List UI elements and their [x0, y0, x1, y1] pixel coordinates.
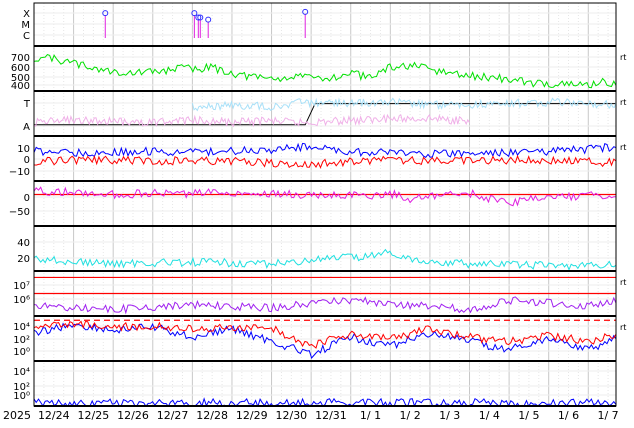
series-line	[191, 97, 616, 112]
x-tick-label: 12/24	[38, 409, 70, 422]
series-line	[34, 54, 616, 89]
series-group	[34, 296, 616, 315]
x-tick-label: 1/ 1	[360, 409, 381, 422]
series-group	[34, 248, 616, 270]
panel-ae-index: 0−50	[9, 180, 617, 227]
series-line	[34, 113, 470, 128]
series-line	[34, 320, 616, 349]
series-group	[34, 142, 616, 169]
y-tick-label: M	[21, 20, 30, 31]
y-tick-label: 10²	[13, 335, 30, 346]
y-tick-label: 10²	[13, 382, 30, 393]
x-tick-label: 1/ 5	[518, 409, 539, 422]
x-axis: 2025 12/24 12/25 12/26 12/27 12/28 12/29 12/30 1…	[3, 409, 619, 422]
flare-marker	[302, 8, 309, 15]
x-tick-label: 12/29	[236, 409, 268, 422]
y-tick-label: 600	[11, 63, 30, 74]
y-tick-label: 10⁰	[13, 391, 30, 402]
x-tick-label: 12/28	[196, 409, 228, 422]
y-tick-label: 10⁴	[13, 322, 30, 333]
x-tick-label: 12/31	[315, 409, 347, 422]
y-tick-label: 10	[17, 144, 30, 155]
flare-marker	[197, 14, 204, 21]
series-line	[34, 142, 616, 158]
y-tick-label: −50	[9, 207, 30, 218]
y-tick-label: 10⁰	[13, 347, 30, 358]
series-line	[34, 296, 616, 315]
y-tick-label: 400	[11, 81, 30, 92]
flare-marker	[205, 16, 212, 23]
y-tick-label: A	[23, 122, 30, 133]
x-tick-label: 12/25	[78, 409, 110, 422]
x-tick-label: 12/30	[275, 409, 307, 422]
panel-flag-label: rt	[620, 98, 626, 107]
flare-marker	[195, 14, 202, 21]
series-group	[34, 320, 616, 359]
y-tick-label: T	[23, 99, 31, 110]
y-tick-label: 0	[24, 155, 30, 166]
x-tick-label: 12/27	[157, 409, 189, 422]
flare-marker	[191, 10, 198, 17]
y-tick-label: 500	[11, 73, 30, 84]
y-tick-label: C	[23, 31, 30, 42]
y-tick-label: 10⁴	[13, 367, 30, 378]
series-group	[34, 186, 616, 207]
year-label: 2025	[3, 409, 31, 422]
x-tick-label: 1/ 7	[597, 409, 618, 422]
panel-flag-label: rt	[620, 53, 626, 62]
series-group	[34, 397, 616, 405]
panel-flag-label: rt	[620, 278, 626, 287]
series-line	[34, 154, 616, 169]
y-tick-label: 700	[11, 53, 30, 64]
series-line	[34, 397, 616, 405]
y-tick-label: 10⁷	[13, 281, 30, 292]
flare-marker	[102, 10, 109, 17]
series-group	[34, 54, 616, 89]
series-line	[34, 186, 616, 207]
panel-flag-label: rt	[620, 323, 626, 332]
x-tick-label: 1/ 4	[479, 409, 500, 422]
series-group	[34, 97, 616, 128]
x-tick-label: 1/ 2	[400, 409, 421, 422]
y-tick-label: 0	[24, 193, 30, 204]
x-tick-label: 12/26	[117, 409, 149, 422]
y-tick-label: 20	[17, 254, 30, 265]
sector-line	[34, 103, 616, 126]
series-line	[34, 248, 616, 270]
y-tick-label: −10	[9, 167, 30, 178]
y-tick-label: 10⁶	[13, 295, 30, 306]
x-tick-label: 1/ 3	[439, 409, 460, 422]
y-tick-label: 40	[17, 238, 30, 249]
panel-flag-label: rt	[620, 143, 626, 152]
x-tick-label: 1/ 6	[558, 409, 579, 422]
y-tick-label: X	[23, 9, 30, 20]
